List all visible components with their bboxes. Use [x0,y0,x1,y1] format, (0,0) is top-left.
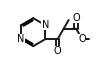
Text: O: O [78,34,86,44]
Text: N: N [17,34,25,44]
Text: O: O [72,13,80,23]
Text: N: N [42,20,49,30]
Text: O: O [54,46,61,56]
